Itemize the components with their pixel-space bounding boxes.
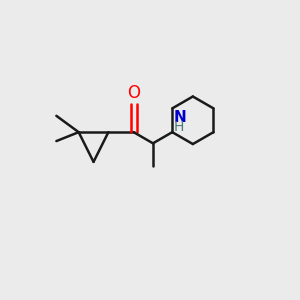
Text: N: N <box>174 110 187 125</box>
Text: H: H <box>174 120 184 134</box>
Text: O: O <box>127 84 140 102</box>
